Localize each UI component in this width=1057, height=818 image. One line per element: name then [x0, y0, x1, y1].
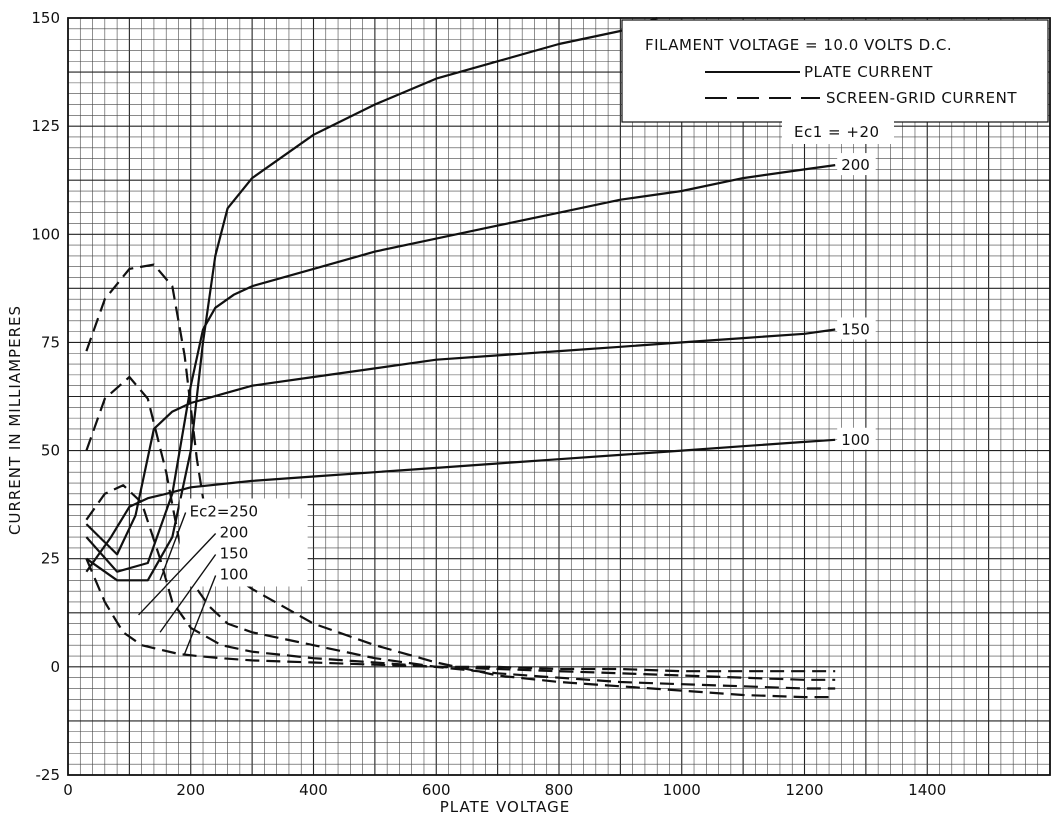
x-tick-label: 400	[299, 781, 328, 799]
y-tick-label: 25	[41, 550, 60, 568]
legend-plate-text: PLATE CURRENT	[804, 63, 933, 81]
plot-frame	[67, 17, 1051, 776]
axis-ticks: 0 200 400 600 800 1000 1200 1400-25025507510012…	[31, 9, 946, 799]
legend-screen-text: SCREEN-GRID CURRENT	[826, 89, 1017, 107]
callout-leader-line	[159, 512, 187, 581]
plate-current-line	[85, 164, 836, 573]
screen-grid-current-curves	[85, 263, 836, 699]
y-tick-label: 75	[41, 333, 60, 351]
callout-leader-line	[159, 554, 217, 633]
legend-filament-text: FILAMENT VOLTAGE = 10.0 VOLTS D.C.	[645, 36, 952, 54]
legend: FILAMENT VOLTAGE = 10.0 VOLTS D.C. PLATE …	[621, 19, 1049, 144]
callout-leader-line	[138, 532, 217, 616]
screen-grid-current-line	[85, 375, 836, 690]
plate-current-line	[85, 328, 836, 556]
y-tick-label: 150	[31, 9, 60, 27]
callout-box	[179, 498, 308, 587]
screen-grid-current-line	[85, 484, 836, 681]
plate-curve-label-text: 150	[841, 320, 870, 338]
plate-curve-label-text: 100	[841, 431, 870, 449]
plate-curve-label-bg	[837, 153, 876, 176]
plate-curve-label-bg	[837, 427, 876, 450]
callout-label: 150	[220, 544, 249, 562]
legend-bias-bg	[782, 118, 894, 144]
x-axis-label: PLATE VOLTAGE	[440, 798, 570, 816]
legend-box	[621, 19, 1049, 123]
callout-leader-line	[183, 575, 217, 655]
callout-label: 200	[220, 523, 249, 541]
x-tick-label: 1200	[785, 781, 823, 799]
x-tick-label: 800	[545, 781, 574, 799]
legend-bias-text: Ec1 = +20	[794, 123, 880, 141]
x-tick-label: 0	[63, 781, 73, 799]
screen-grid-current-line	[85, 263, 836, 699]
y-tick-label: 100	[31, 225, 60, 243]
x-tick-label: 1400	[908, 781, 946, 799]
y-axis-label: CURRENT IN MILLIAMPERES	[6, 305, 24, 535]
plate-curve-label-text: 200	[841, 156, 870, 174]
x-tick-label: 200	[176, 781, 205, 799]
plate-curve-label: 150	[837, 317, 876, 340]
y-tick-label: 50	[41, 442, 60, 460]
y-tick-label: 125	[31, 117, 60, 135]
callout-label: 100	[220, 565, 249, 583]
y-tick-label: -25	[36, 766, 61, 784]
y-tick-label: 0	[50, 658, 60, 676]
plate-curve-label: 200	[837, 153, 876, 176]
x-tick-label: 1000	[663, 781, 701, 799]
x-tick-label: 600	[422, 781, 451, 799]
callout-label: Ec2=250	[190, 502, 258, 520]
plate-curve-label: 100	[837, 427, 876, 450]
screen-grid-current-line	[85, 558, 836, 673]
plate-curve-label-bg	[837, 317, 876, 340]
curve-callouts: Ec2=250 200 150 100	[138, 498, 308, 655]
